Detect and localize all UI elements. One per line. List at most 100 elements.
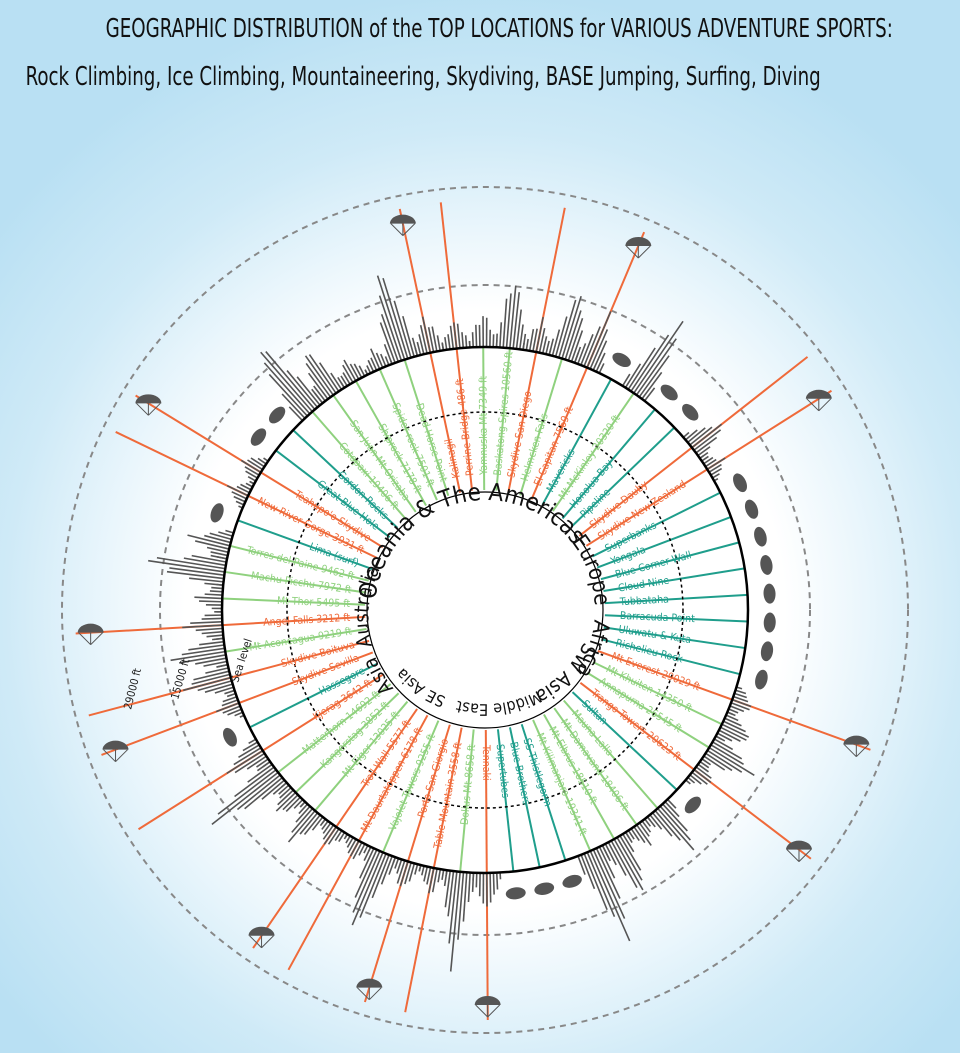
spoke-line xyxy=(314,700,409,812)
spoke-line xyxy=(277,683,392,774)
mountain-silhouette xyxy=(194,583,223,613)
chart-title: GEOGRAPHIC DISTRIBUTION of the TOP LOCAT… xyxy=(105,14,893,44)
spoke-line xyxy=(541,378,612,506)
mountain-silhouette xyxy=(647,799,695,851)
fish-icon xyxy=(534,882,555,895)
spoke-line xyxy=(332,394,417,513)
parachute-icon xyxy=(625,236,652,259)
spoke-line xyxy=(586,671,710,749)
fish-icon xyxy=(682,403,699,421)
spoke-line xyxy=(378,368,438,501)
mountain-silhouette xyxy=(622,320,684,401)
spoke-line xyxy=(496,729,515,872)
scale-label-sea-level: Sea level xyxy=(228,637,254,684)
spoke-line xyxy=(311,410,407,521)
mountain-silhouette xyxy=(716,711,750,742)
mountain-silhouette xyxy=(685,758,712,785)
scale-label-15000: 15000 ft xyxy=(168,657,192,701)
mountain-silhouette xyxy=(548,295,584,363)
location-label: Barracuda Point xyxy=(620,610,696,625)
fish-icon xyxy=(763,583,776,604)
mountain-silhouette xyxy=(522,316,552,355)
center-ring xyxy=(366,491,604,729)
fish-icon xyxy=(660,384,678,401)
mountain-silhouette xyxy=(226,738,270,775)
mountain-silhouette xyxy=(187,529,233,560)
mountain-silhouette xyxy=(351,847,396,926)
spoke-line xyxy=(596,516,732,569)
mountain-silhouette xyxy=(700,455,726,482)
mountain-silhouette xyxy=(414,316,445,356)
spoke-line xyxy=(603,567,745,593)
location-label: Tennaki xyxy=(480,744,492,781)
mountain-silhouette xyxy=(304,354,345,403)
mountain-silhouette xyxy=(275,782,305,813)
spoke-line xyxy=(459,729,475,872)
spoke-line xyxy=(482,346,486,491)
mountain-silhouette xyxy=(148,554,227,586)
middle-dashed-ring xyxy=(159,284,811,936)
spoke-line xyxy=(249,662,379,729)
spoke-line xyxy=(237,519,373,571)
mountain-silhouette xyxy=(211,761,287,825)
spoke-line xyxy=(553,707,638,826)
skyline-group xyxy=(148,275,755,972)
spoke-line xyxy=(403,359,450,497)
mountain-silhouette xyxy=(215,689,244,718)
fish-icon xyxy=(733,473,748,493)
spoke-line xyxy=(552,392,635,512)
fish-icon xyxy=(744,499,759,519)
fish-icon xyxy=(210,503,224,523)
spoke-line xyxy=(224,570,367,594)
spoke-line xyxy=(561,408,656,520)
location-label: Angel Falls 3212 ft xyxy=(263,612,351,629)
location-label: Supertubes xyxy=(494,744,512,799)
spoke-line xyxy=(571,691,678,791)
spoke-line xyxy=(591,491,721,558)
fish-icon xyxy=(755,669,768,690)
mountain-silhouette xyxy=(441,322,471,350)
spokes-group xyxy=(75,202,871,1020)
fish-icon xyxy=(222,727,237,747)
fish-icon xyxy=(760,555,773,575)
sea-level-ring xyxy=(220,345,750,875)
svg-text:SE Asia: SE Asia xyxy=(392,665,448,711)
icons-group xyxy=(77,214,870,1018)
parachute-icon xyxy=(785,840,812,863)
fish-icon xyxy=(505,887,526,900)
inner-dotted-ring xyxy=(286,411,684,809)
outer-dashed-ring xyxy=(61,186,909,1034)
spoke-line xyxy=(292,429,399,529)
mountain-silhouette xyxy=(182,610,223,641)
location-label: Tubbataha xyxy=(618,593,669,608)
parachute-icon xyxy=(77,623,104,646)
mountain-silhouette xyxy=(287,802,326,843)
mountain-silhouette xyxy=(182,664,234,695)
mountain-silhouette xyxy=(468,316,498,347)
spoke-line xyxy=(604,614,748,623)
mountain-silhouette xyxy=(364,348,393,375)
mountain-silhouette xyxy=(472,873,502,907)
fish-icon xyxy=(250,428,267,446)
spoke-line xyxy=(570,426,676,528)
spoke-line xyxy=(519,358,563,496)
fish-icon xyxy=(754,526,767,547)
mountain-silhouette xyxy=(240,457,268,485)
spoke-line xyxy=(229,544,369,582)
svg-text:Middle East: Middle East xyxy=(454,687,545,719)
region-se-asia: SE Asia xyxy=(392,665,448,711)
spoke-line xyxy=(543,714,616,840)
fish-icon xyxy=(760,641,774,662)
chart-subtitle: Rock Climbing, Ice Climbing, Mountaineer… xyxy=(25,62,821,92)
fish-icon xyxy=(268,406,286,424)
parachute-icon xyxy=(474,995,501,1018)
spoke-line xyxy=(294,692,400,794)
spoke-line xyxy=(601,638,741,676)
mountain-silhouette xyxy=(683,423,723,459)
fish-icon xyxy=(684,796,702,814)
spoke-line xyxy=(600,541,740,581)
parachute-icon xyxy=(805,389,832,412)
parachute-icon xyxy=(135,394,162,416)
fish-icon xyxy=(612,352,631,368)
